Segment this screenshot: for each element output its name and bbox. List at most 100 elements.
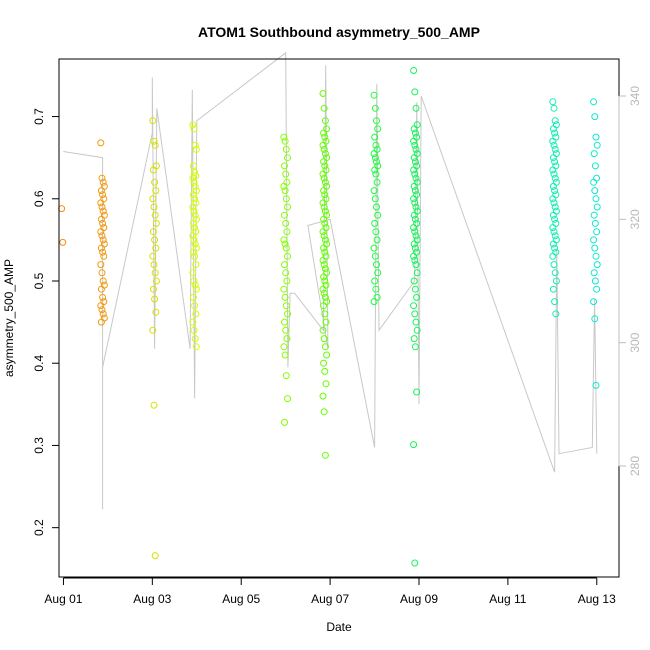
data-point [411, 88, 419, 96]
data-point [373, 117, 380, 125]
data-point [590, 269, 598, 277]
y-tick-label: 0.2 [32, 519, 46, 536]
data-point [411, 228, 419, 236]
data-point [151, 552, 159, 560]
data-point [190, 236, 198, 244]
data-point [320, 359, 328, 367]
data-point [549, 285, 557, 293]
data-point [151, 211, 159, 219]
data-point [321, 451, 329, 459]
x-tick-label: Aug 07 [311, 592, 349, 606]
data-point [412, 104, 420, 112]
data-point [99, 219, 107, 227]
data-point [282, 145, 290, 153]
data-point [411, 158, 419, 166]
data-point [321, 219, 329, 227]
data-point [320, 174, 328, 182]
data-point [280, 343, 288, 351]
data-point [413, 269, 421, 277]
data-point [552, 178, 560, 186]
data-point [410, 441, 418, 449]
y-tick-label: 0.5 [32, 272, 46, 289]
data-point [320, 273, 328, 281]
data-point [190, 277, 198, 285]
data-point [372, 285, 380, 293]
data-point [592, 133, 600, 141]
data-point [97, 139, 105, 147]
data-point [97, 302, 105, 310]
data-point [284, 252, 291, 260]
data-point [551, 158, 559, 166]
data-point [411, 170, 419, 178]
data-point [413, 388, 421, 396]
data-point [413, 293, 421, 301]
data-point [282, 170, 290, 178]
data-point [550, 104, 558, 112]
data-point [281, 351, 289, 359]
data-point [281, 261, 288, 269]
data-point [552, 236, 560, 244]
data-point [320, 244, 328, 252]
data-point [321, 293, 329, 301]
y-axis-left: 0.2 0.3 0.4 0.5 0.6 0.7 [32, 108, 60, 536]
data-point [549, 240, 557, 248]
data-point [189, 121, 197, 129]
data-point [100, 195, 108, 203]
data-point [374, 125, 382, 133]
data-point [280, 285, 288, 293]
data-point [410, 137, 418, 145]
data-point [280, 133, 288, 141]
data-point [189, 203, 197, 211]
data-point [319, 199, 327, 207]
data-point [283, 335, 291, 343]
data-point [411, 256, 419, 264]
data-point [591, 244, 599, 252]
data-point [551, 174, 559, 182]
y2-tick-label: 340 [628, 86, 642, 106]
data-point [191, 240, 199, 248]
data-point [189, 174, 197, 182]
data-point [591, 315, 599, 323]
data-point [320, 261, 328, 269]
data-point [191, 182, 199, 190]
data-point [412, 174, 420, 182]
data-point [189, 248, 197, 256]
data-point [411, 343, 419, 351]
data-point [98, 174, 106, 182]
data-point [549, 211, 557, 219]
data-point [371, 195, 379, 203]
data-point [591, 113, 599, 121]
data-point [549, 154, 557, 162]
data-point [549, 195, 557, 203]
data-point [410, 252, 418, 260]
data-point [371, 154, 379, 162]
data-point [282, 244, 290, 252]
data-point [551, 145, 559, 153]
data-point [413, 326, 421, 334]
data-point [370, 298, 378, 306]
y-tick-label: 0.7 [32, 108, 46, 125]
series-1 [97, 139, 108, 326]
data-point [191, 195, 199, 203]
data-point [371, 277, 379, 285]
data-point [372, 228, 380, 236]
data-point [319, 141, 327, 149]
data-point [321, 162, 329, 170]
data-point [284, 395, 291, 403]
data-point [191, 302, 199, 310]
data-point [410, 154, 418, 162]
data-point [591, 162, 599, 170]
data-point [592, 252, 600, 260]
series-8 [549, 98, 560, 318]
data-point [99, 277, 107, 285]
data-point [320, 302, 328, 310]
data-point [593, 141, 601, 149]
data-point [191, 224, 199, 232]
data-point [370, 91, 378, 99]
data-point [320, 335, 328, 343]
data-point [320, 232, 328, 240]
data-point [320, 129, 328, 137]
data-point [552, 162, 560, 170]
data-point [190, 326, 198, 334]
